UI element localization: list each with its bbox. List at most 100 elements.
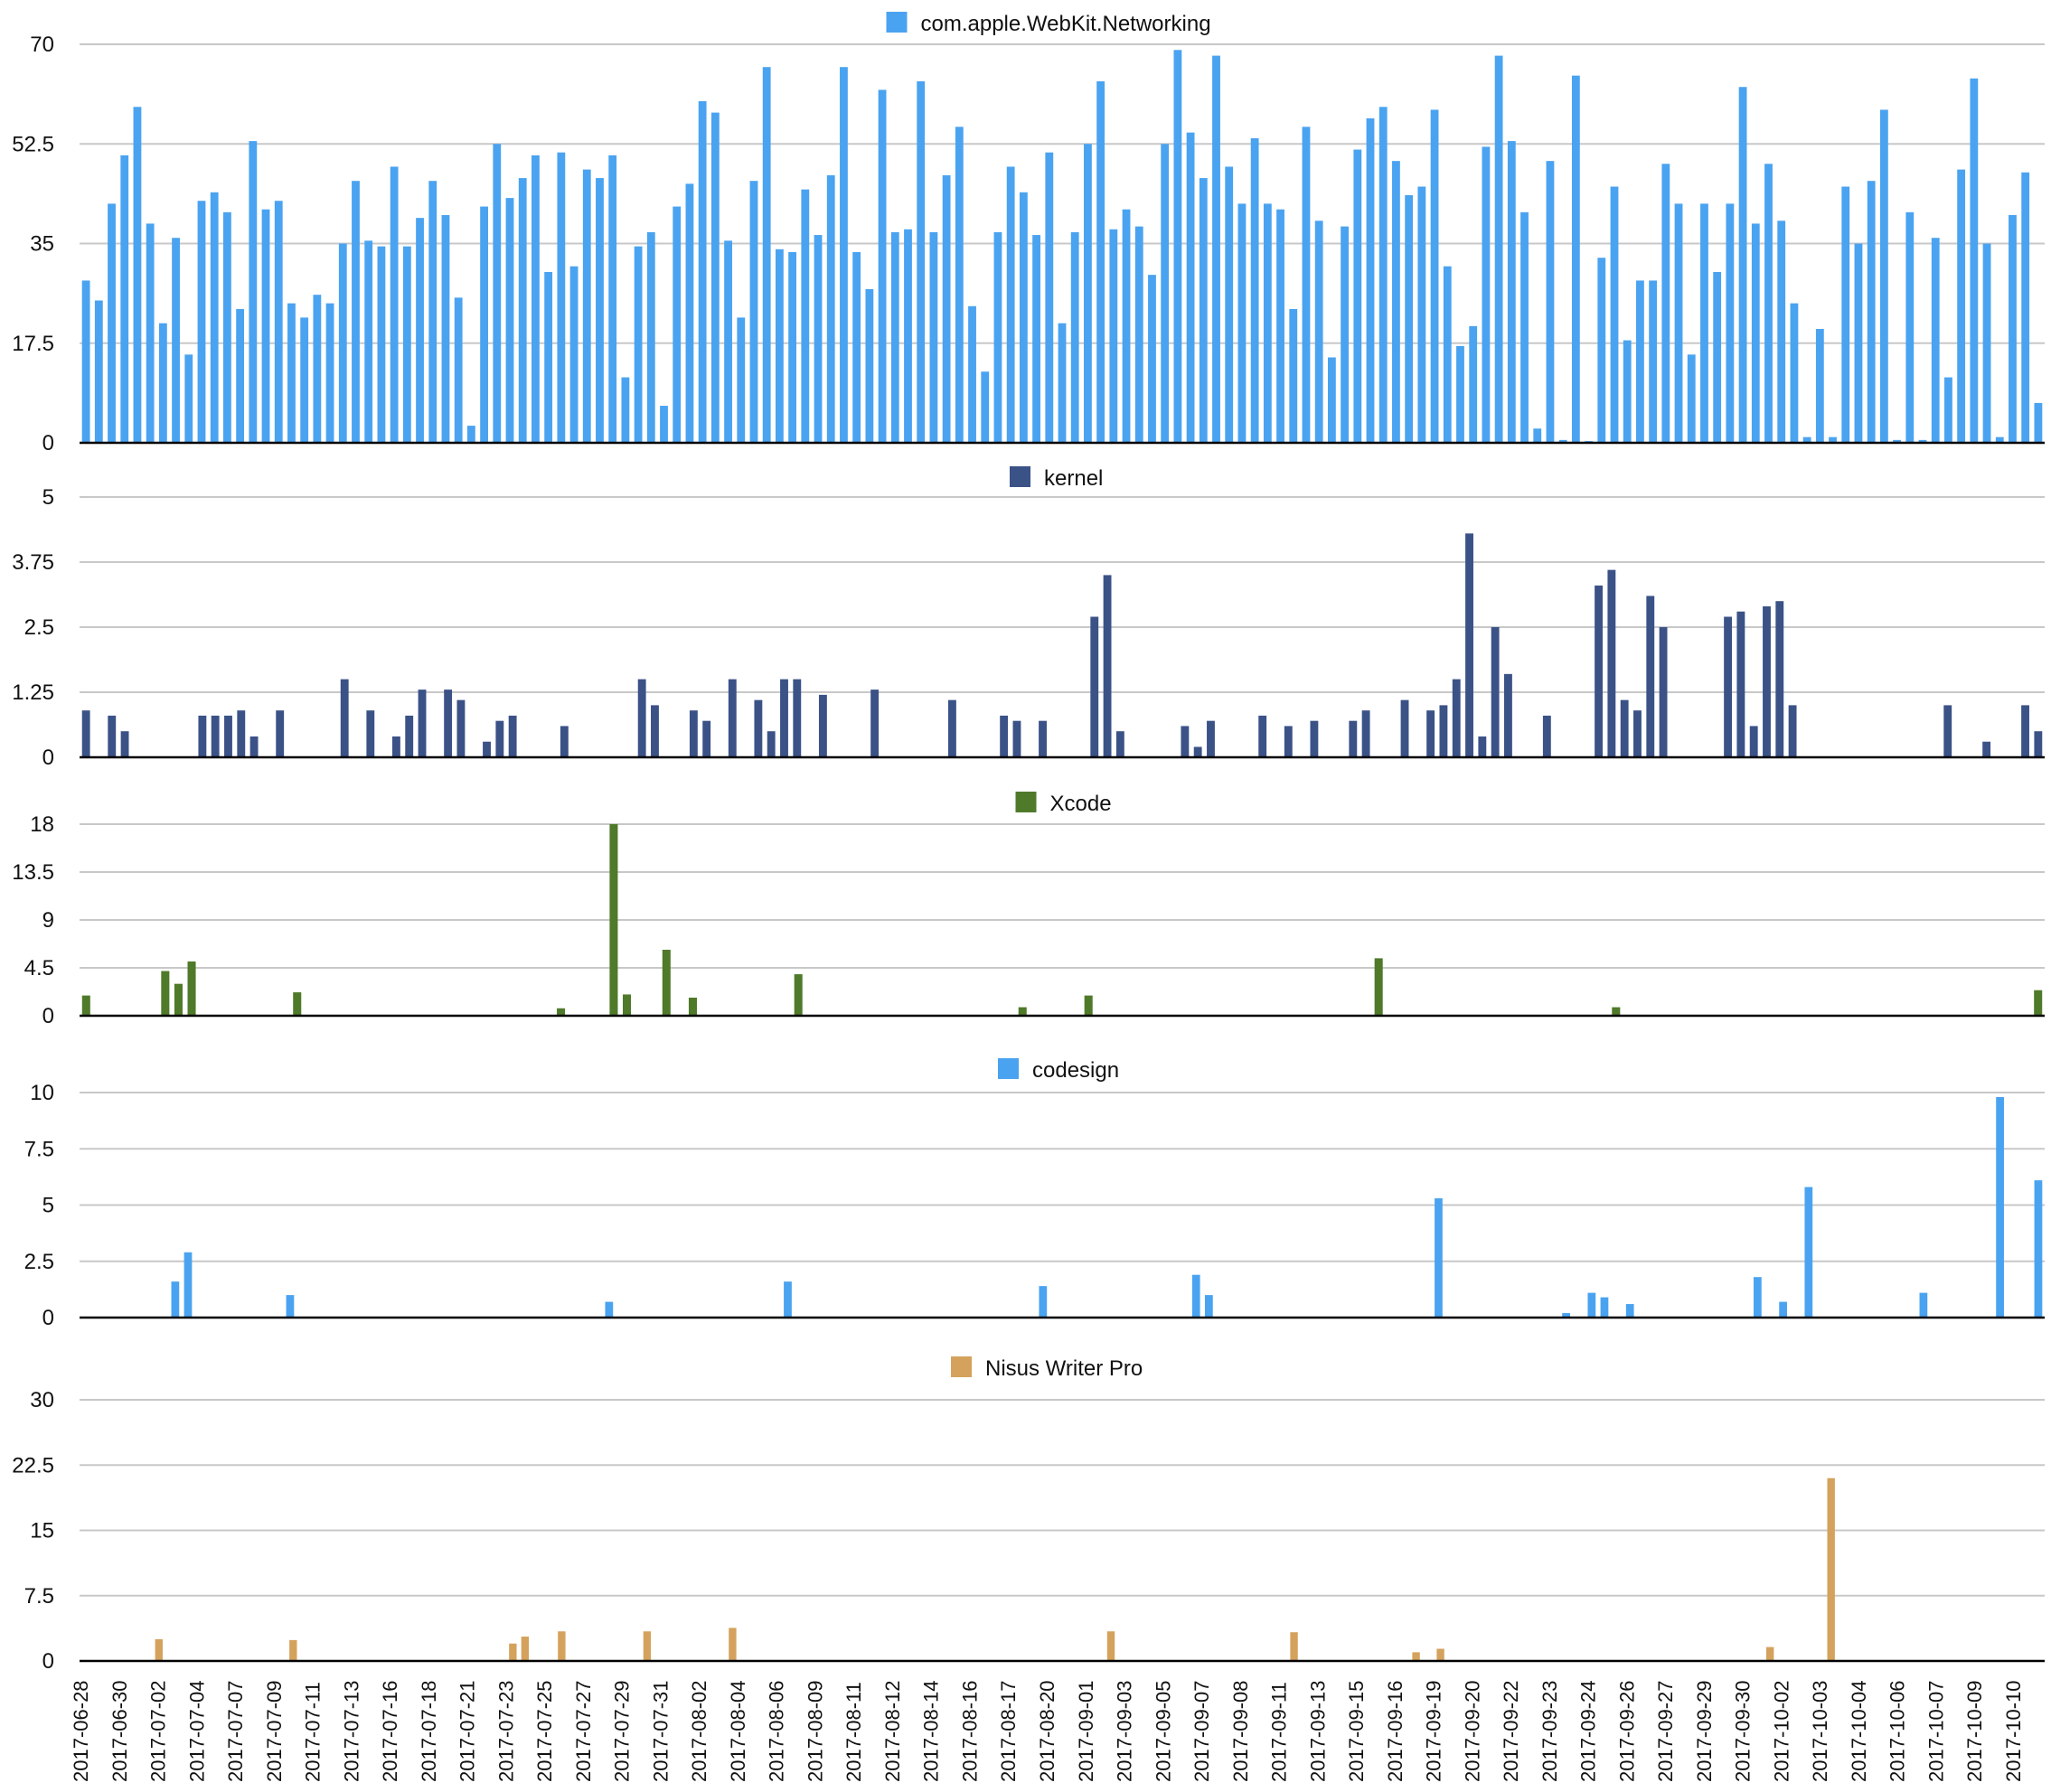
bar [1482,146,1491,443]
y-tick-label: 0 [42,1306,54,1330]
bar [1469,325,1478,443]
bar [1957,169,1966,443]
bar [1571,75,1580,444]
legend: kernel [1010,466,1103,491]
panel-xcode: 0 4.5 9 13.5 18 Xcode [12,792,2045,1028]
x-tick-label: 2017-08-14 [920,1680,943,1782]
bar [172,238,180,443]
bar [767,731,776,757]
bar [81,995,90,1016]
x-tick-label: 2017-09-27 [1654,1680,1677,1782]
bar [634,246,643,443]
bar [673,206,682,444]
bar [557,152,566,443]
bar [1507,141,1516,443]
x-tick-label: 2017-06-30 [108,1680,131,1782]
x-tick-label: 2017-07-23 [494,1680,517,1782]
bar [1829,436,1837,443]
bar [197,201,206,443]
panel-com-apple-webkit-networking: 0 17.5 35 52.5 70 com.apple.WebKit.Networking [12,12,2045,455]
bar [236,308,245,443]
bar [1867,181,1876,443]
y-tick-label: 5 [42,1194,54,1218]
bar [1982,741,1991,757]
bar [300,317,309,443]
bar [108,203,116,443]
x-tick-label: 2017-08-17 [997,1680,1020,1782]
bar [749,181,758,443]
bar [1106,1631,1115,1661]
panel-nisus-writer-pro: 0 7.5 15 22.5 30 Nisus Writer Pro [12,1356,2045,1674]
bar [483,741,491,757]
x-tick-label: 2017-10-10 [2002,1680,2025,1782]
bar [456,699,466,757]
bar [1905,211,1915,443]
y-tick-label: 3.75 [12,550,54,575]
bar [728,679,737,757]
panel-kernel: 0 1.25 2.5 3.75 5 kernel [12,466,2045,770]
bar [1366,117,1375,443]
x-tick-label: 2017-10-04 [1848,1680,1870,1782]
legend-swatch [998,1058,1019,1079]
bar [1753,1277,1762,1318]
y-tick-label: 22.5 [12,1453,54,1478]
bar [81,710,90,757]
x-tick-label: 2017-09-24 [1577,1680,1600,1782]
bar [1115,731,1124,757]
bar [1417,186,1426,443]
bar [1764,164,1773,444]
legend: Xcode [1015,792,1112,816]
bar [1392,161,1400,443]
legend-label: codesign [1032,1058,1119,1083]
bar [1012,720,1021,757]
bar [826,174,835,443]
bar [1815,329,1824,443]
bar [1674,203,1683,443]
bar [518,178,527,444]
bar [1225,166,1234,443]
bar [313,295,322,443]
bar [637,679,646,757]
bar [1353,149,1362,444]
bar [1558,439,1567,443]
bar [1943,705,1952,757]
bar [942,174,951,443]
x-tick-label: 2017-07-13 [340,1680,362,1782]
bar [1039,720,1047,757]
bar [818,694,827,757]
bar [1302,127,1311,443]
y-tick-label: 70 [30,33,54,57]
bar [224,715,232,757]
bar [1749,726,1758,757]
bar [1039,1286,1048,1318]
bar [211,715,220,757]
x-tick-label: 2017-07-04 [185,1680,208,1782]
x-tick-label: 2017-06-28 [70,1680,92,1782]
x-tick-label: 2017-07-16 [379,1680,401,1782]
y-tick-label: 7.5 [24,1584,54,1609]
bar [544,272,553,443]
bar [120,155,129,443]
x-tick-label: 2017-08-04 [727,1680,749,1782]
bar [1400,699,1409,757]
bar [505,198,514,443]
bar [660,406,668,443]
bar [1612,1007,1621,1016]
x-tick-label: 2017-07-21 [456,1680,479,1782]
bar [108,715,117,757]
bar [1775,601,1784,757]
bar [1191,1274,1200,1318]
bar [340,679,349,757]
bar [793,679,802,757]
bar [1212,55,1220,443]
bar [794,974,803,1016]
y-tick-label: 15 [30,1519,54,1543]
bar [1237,203,1247,443]
x-tick-label: 2017-08-12 [881,1680,904,1782]
x-tick-label: 2017-08-11 [842,1682,865,1782]
y-tick-label: 7.5 [24,1137,54,1161]
bar [1019,192,1028,444]
bar [338,243,347,443]
bar [174,983,183,1016]
bar [1491,627,1500,757]
